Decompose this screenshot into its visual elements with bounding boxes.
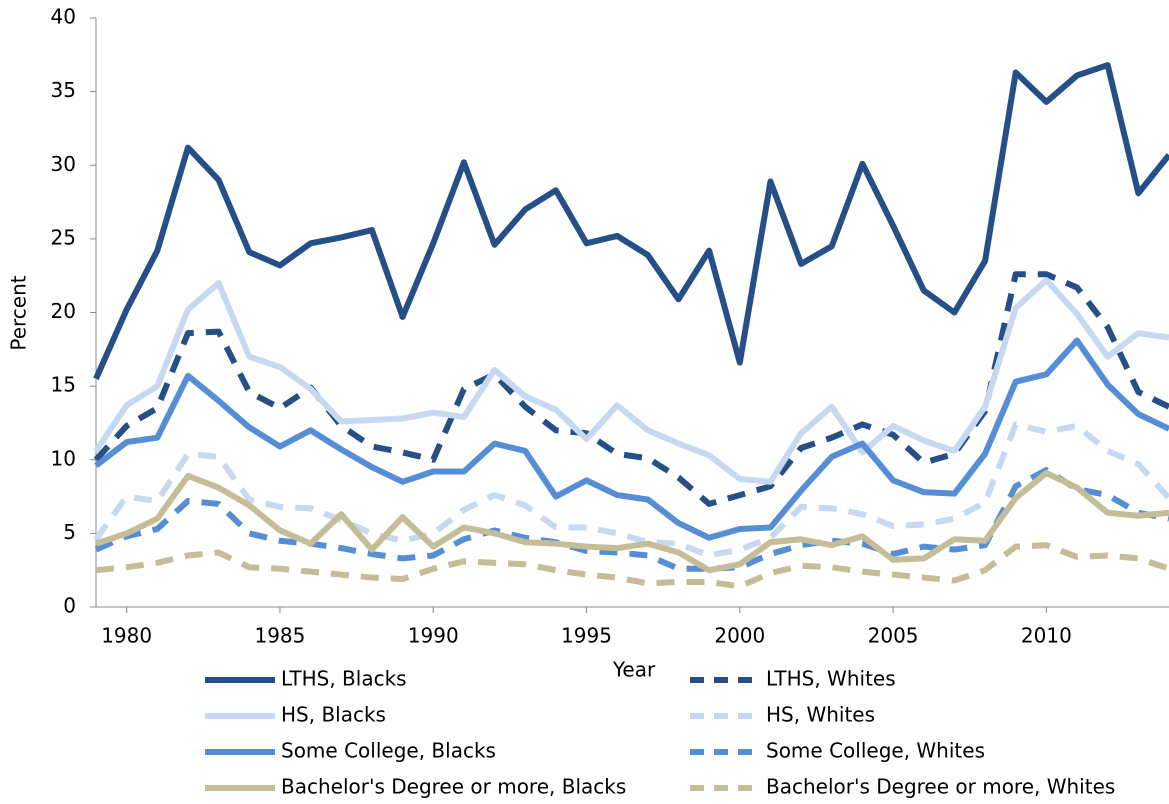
y-tick-label: 25 (51, 225, 76, 249)
x-tick-label: 1990 (408, 624, 459, 648)
x-axis-label: Year (612, 658, 656, 682)
y-tick-label: 30 (51, 152, 76, 176)
y-tick-label: 20 (51, 299, 76, 323)
series-line (93, 277, 1169, 485)
y-tick-label: 10 (51, 446, 76, 470)
x-tick-label: 1995 (561, 624, 612, 648)
series-line (93, 271, 1169, 507)
series-line (94, 337, 1169, 541)
y-tick-label: 5 (63, 520, 76, 544)
x-tick-label: 2010 (1021, 624, 1072, 648)
legend-label: LTHS, Whites (766, 667, 896, 691)
legend-label: Some College, Whites (766, 739, 985, 763)
legend-label: HS, Blacks (281, 703, 386, 727)
legend-label: Some College, Blacks (281, 739, 496, 763)
series-line (93, 421, 1169, 559)
series-line (95, 542, 1169, 590)
y-axis-label: Percent (7, 275, 31, 350)
x-tick-label: 1985 (254, 624, 305, 648)
legend-label: LTHS, Blacks (281, 667, 407, 691)
legend-label: Bachelor's Degree or more, Whites (766, 775, 1115, 799)
series-line (95, 470, 1169, 574)
x-tick-label: 2005 (868, 624, 919, 648)
legend-label: HS, Whites (766, 703, 875, 727)
x-tick-label: 1980 (101, 624, 152, 648)
y-tick-label: 40 (51, 5, 76, 29)
y-tick-label: 15 (51, 373, 76, 397)
x-tick-label: 2000 (714, 624, 765, 648)
y-tick-label: 35 (51, 78, 76, 102)
series-line (93, 62, 1169, 380)
legend-label: Bachelor's Degree or more, Blacks (281, 775, 626, 799)
y-tick-label: 0 (63, 594, 76, 618)
